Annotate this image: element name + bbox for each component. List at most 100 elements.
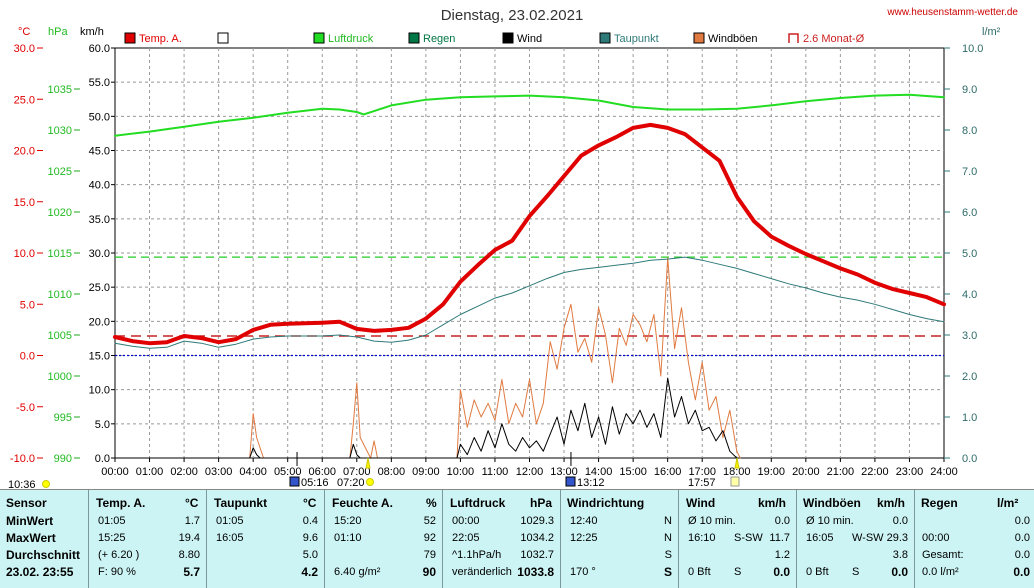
windrichtung-value-r0: N [664,515,672,527]
temp-column [88,490,207,588]
temp-value-r2: 8.80 [178,549,200,561]
windrichtung-time-r0: 12:40 [570,515,598,527]
header-luftdruck: Luftdruck [450,496,506,510]
x-tick-label: 17:00 [688,466,716,478]
kmh-tick-label: 10.0 [89,385,110,397]
taupunkt-value-r0: 0.4 [302,515,318,527]
series-windb-en [114,257,741,459]
regen-value-r1: 0.0 [1014,532,1030,544]
windrichtung-time-r1: 12:25 [570,532,598,544]
website-label: www.heusenstamm-wetter.de [886,7,1018,18]
regen-value-r0: 0.0 [1014,515,1030,527]
x-tick-label: 02:00 [170,466,198,478]
luftdruck-time-r1: 22:05 [452,532,480,544]
x-tick-label: 11:00 [482,466,509,478]
hpa-tick-label: 990 [54,453,72,465]
legend-swatch [599,32,611,44]
kmh-tick-label: 20.0 [89,316,110,328]
taupunkt-value-r3: 4.2 [301,565,318,579]
rain-tick-label: 2.0 [962,371,977,383]
rain-tick-label: 6.0 [962,207,977,219]
header-feuchte: Feuchte A. [332,496,393,510]
wind-time-r0: Ø 10 min. [688,515,736,527]
hpa-tick-label: 1025 [48,166,72,178]
row-label-current: 23.02. 23:55 [6,565,74,579]
dawn-label: 07:20 [337,477,365,489]
header-windrichtung: Windrichtung [567,496,645,510]
windrichtung-value-r1: N [664,532,672,544]
temp-tick-label: 30.0 [14,43,35,55]
feuchte-value-r1: 92 [423,532,436,544]
x-tick-label: 22:00 [861,466,889,478]
x-tick-label: 08:00 [378,466,406,478]
kmh-tick-label: 25.0 [89,282,110,294]
wind-value-r0: 0.0 [774,515,790,527]
temp-tick-label: 25.0 [14,94,35,106]
luftdruck-value-r3: 1033.8 [517,565,554,579]
sun-icon [366,478,374,486]
header-windboeen: Windböen [803,496,861,510]
temp-unit-label: °C [18,26,30,38]
hpa-tick-label: 1010 [48,289,72,301]
temp-tick-label: 15.0 [14,197,35,209]
left-time-label: 10:36 [8,479,36,489]
legend-swatch [693,32,705,44]
kmh-tick-label: 35.0 [89,214,110,226]
windboeen-value-r3: 0.0 [891,565,908,579]
series-taupunkt [114,256,945,349]
temp-tick-label: -10.0 [10,453,35,465]
rain-tick-label: 0.0 [962,453,977,465]
rain-tick-label: 4.0 [962,289,977,301]
legend-label: Temp. A. [139,33,182,45]
x-tick-label: 01:00 [136,466,164,478]
kmh-tick-label: 15.0 [89,351,110,363]
windboeen-time-r3: 0 Bft [806,566,829,578]
header-regen: Regen [921,496,958,510]
sunset-icon [730,476,740,487]
luftdruck-time-r0: 00:00 [452,515,480,527]
x-tick-label: 12:00 [516,466,544,478]
kmh-tick-label: 5.0 [95,419,110,431]
temp-value-r3: 5.7 [183,565,200,579]
header-wind-unit: km/h [758,496,787,510]
x-tick-label: 13:00 [550,466,578,478]
wind-value-r3: 0.0 [773,565,790,579]
temp-tick-label: 0.0 [20,351,35,363]
feuchte-time-r3: 6.40 g/m² [334,566,381,578]
rain-tick-label: 3.0 [962,330,977,342]
windboeen-value-r2: 3.8 [892,549,908,561]
taupunkt-column [206,490,325,588]
rain-tick-label: 5.0 [962,248,977,260]
temp-tick-label: 5.0 [20,299,35,311]
windrichtung-column [560,490,679,588]
windboeen-dir-r1: W-SW [852,532,884,544]
legend-swatch [217,32,229,44]
wind-value-r1: 11.7 [769,532,790,544]
feuchte-column [324,490,443,588]
sensor-column [0,490,89,588]
taupunkt-value-r2: 5.0 [302,549,318,561]
rain-unit-label: l/m² [982,26,1001,38]
regen-value-r3: 0.0 [1013,565,1030,579]
x-tick-label: 23:00 [896,466,924,478]
hpa-tick-label: 1005 [48,330,72,342]
regen-time-r1: 00:00 [922,532,950,544]
feuchte-time-r0: 15:20 [334,515,362,527]
x-tick-label: 21:00 [827,466,855,478]
header-regen-unit: l/m² [997,496,1019,510]
row-label-min: MinWert [6,514,54,528]
x-tick-label: 14:00 [585,466,613,478]
header-temp: Temp. A. [96,496,146,510]
legend-label: 2.6 Monat-Ø [803,33,865,45]
temp-tick-label: -5.0 [16,402,35,414]
header-temp-unit: °C [185,496,199,510]
header-taupunkt-unit: °C [303,496,317,510]
statistics-table: Sensor Temp. A. °C Taupunkt °C Feuchte A… [0,489,1034,588]
taupunkt-value-r1: 9.6 [302,532,318,544]
temp-value-r0: 1.7 [184,515,200,527]
hpa-tick-label: 1015 [48,248,72,260]
x-tick-label: 20:00 [792,466,820,478]
x-tick-label: 16:00 [654,466,682,478]
rain-tick-label: 7.0 [962,166,977,178]
temp-time-r1: 15:25 [98,532,126,544]
